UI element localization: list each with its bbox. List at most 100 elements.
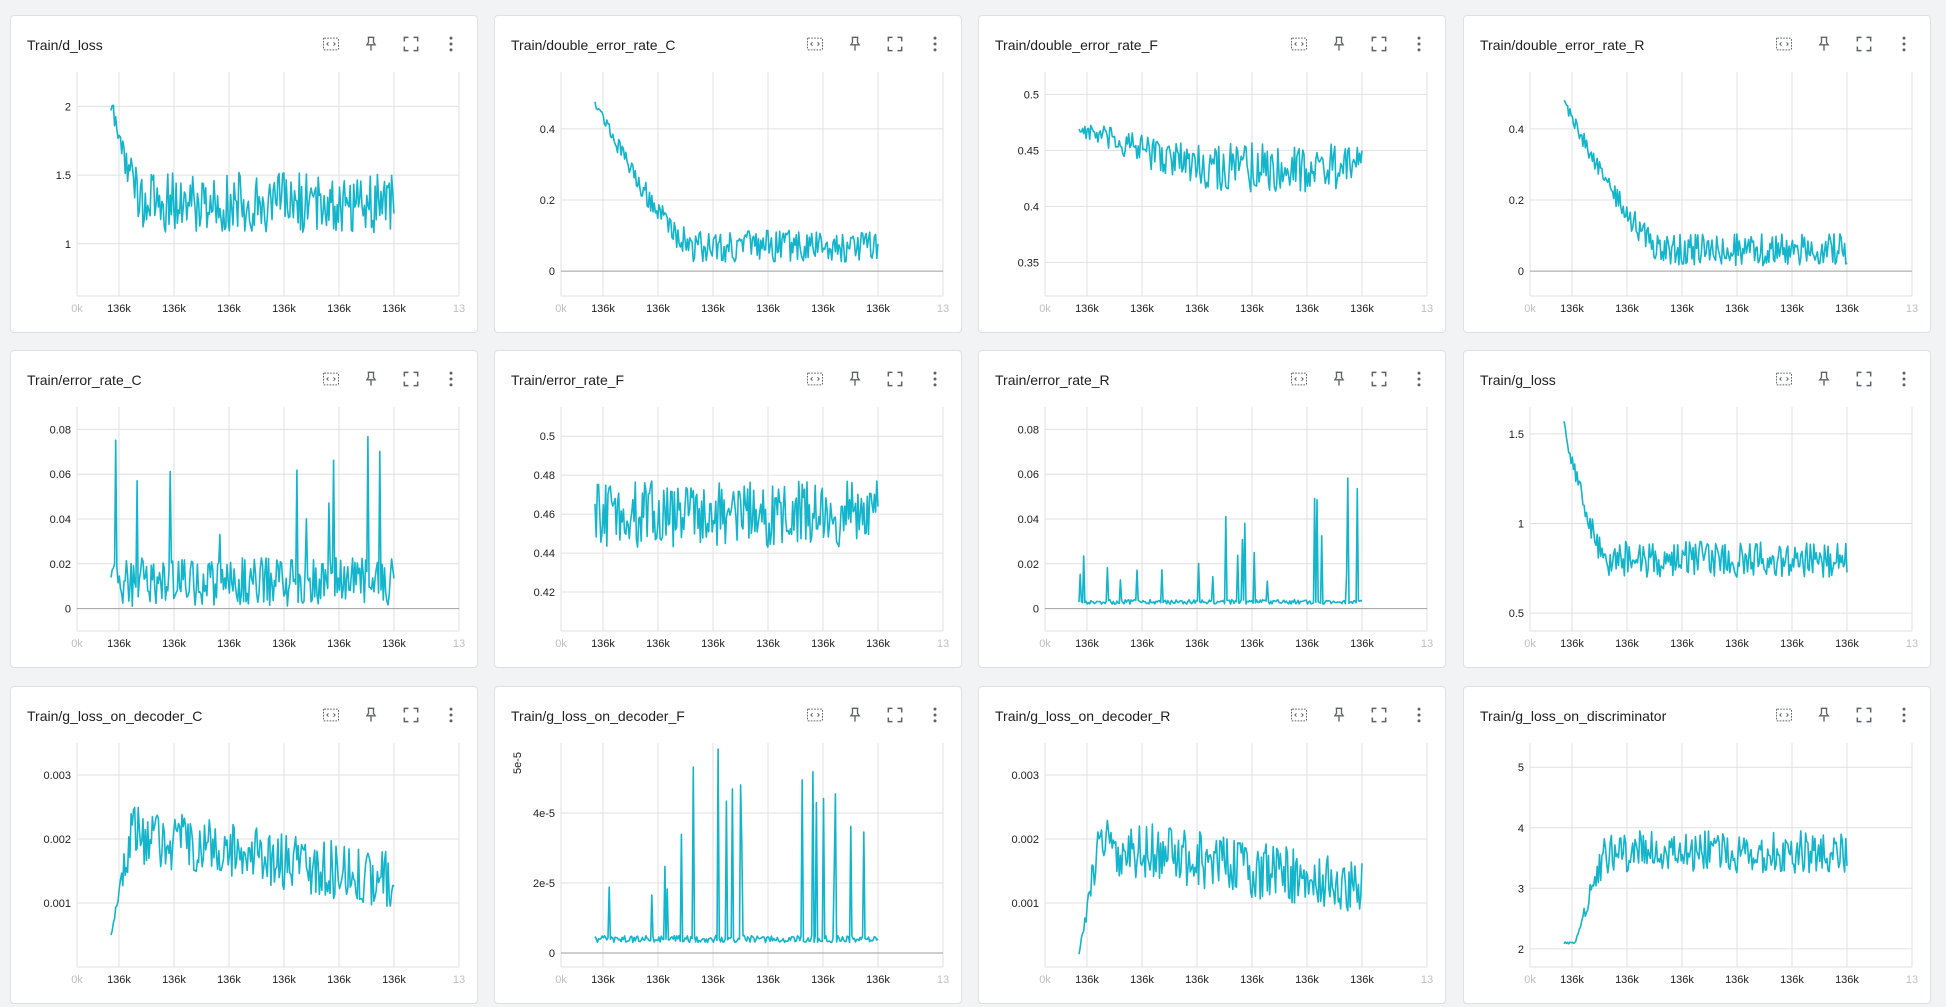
series-line[interactable] [110,104,395,234]
more-vert-button[interactable] [919,701,951,729]
fullscreen-icon [403,36,419,52]
chart-toolbar [799,365,951,393]
pin-button[interactable] [1808,30,1840,58]
fullscreen-button[interactable] [1363,365,1395,393]
chart-plot[interactable]: 0.001 0.002 0.003 0k 136k 136k 136k 136k 136k 136… [979,731,1447,991]
series-line[interactable] [110,435,395,607]
fit-to-data-button[interactable] [799,365,831,393]
fit-to-data-icon [807,37,823,51]
fit-to-data-button[interactable] [1283,701,1315,729]
more-vert-button[interactable] [919,365,951,393]
more-vert-button[interactable] [1403,365,1435,393]
more-vert-button[interactable] [1403,701,1435,729]
fullscreen-icon [1856,371,1872,387]
fit-to-data-button[interactable] [1768,365,1800,393]
pin-button[interactable] [839,365,871,393]
x-edge-label-right: 13 [453,974,465,986]
pin-button[interactable] [1808,365,1840,393]
fit-to-data-button[interactable] [315,365,347,393]
fullscreen-button[interactable] [1848,701,1880,729]
fullscreen-button[interactable] [395,30,427,58]
more-vert-button[interactable] [1888,701,1920,729]
fullscreen-button[interactable] [1363,30,1395,58]
fullscreen-button[interactable] [879,701,911,729]
fit-to-data-icon [807,372,823,386]
series-line[interactable] [1563,830,1848,945]
fit-to-data-button[interactable] [1283,365,1315,393]
pin-button[interactable] [1323,365,1355,393]
pin-button[interactable] [1808,701,1840,729]
pin-button[interactable] [1323,701,1355,729]
pin-button[interactable] [355,365,387,393]
fullscreen-button[interactable] [879,30,911,58]
more-vert-button[interactable] [1888,365,1920,393]
chart-plot[interactable]: 0 0.2 0.4 0k 136k 136k 136k 136k 136k 136k 13 [1464,60,1932,320]
more-vert-button[interactable] [435,30,467,58]
more-vert-button[interactable] [1888,30,1920,58]
series-line[interactable] [1563,421,1848,578]
chart-plot[interactable]: 0.35 0.4 0.45 0.5 0k 136k 136k 136k 136k 136k 136k… [979,60,1447,320]
series-line[interactable] [594,101,879,263]
more-vert-button[interactable] [435,365,467,393]
pin-icon [1333,707,1345,722]
pin-button[interactable] [355,30,387,58]
chart-plot[interactable]: 0.42 0.44 0.46 0.48 0.5 0k 136k 136k 136k 136k 136… [495,395,963,655]
pin-button[interactable] [355,701,387,729]
y-unit-label: 5e-5 [512,752,524,774]
fit-to-data-button[interactable] [1768,701,1800,729]
fullscreen-button[interactable] [395,365,427,393]
series-line[interactable] [110,806,395,936]
fit-to-data-button[interactable] [799,701,831,729]
series-line[interactable] [1078,124,1363,193]
chart-toolbar [1768,701,1920,729]
chart-plot[interactable]: 0 0.02 0.04 0.06 0.08 0k 136k 136k 136k 136k 136k 1… [979,395,1447,655]
more-vert-button[interactable] [435,701,467,729]
fit-to-data-button[interactable] [315,30,347,58]
fit-to-data-button[interactable] [315,701,347,729]
pin-button[interactable] [1323,30,1355,58]
fit-to-data-button[interactable] [799,30,831,58]
chart-plot[interactable]: 0.001 0.002 0.003 0k 136k 136k 136k 136k 136k 136… [11,731,479,991]
chart-plot[interactable]: 1 1.5 2 0k 136k 136k 136k 136k 136k 136k 13 [11,60,479,320]
fit-to-data-button[interactable] [1283,30,1315,58]
chart-plot[interactable]: 0 0.2 0.4 0k 136k 136k 136k 136k 136k 136k 13 [495,60,963,320]
fullscreen-icon [1371,707,1387,723]
y-tick-label: 0.002 [1011,834,1039,846]
fullscreen-button[interactable] [1848,30,1880,58]
x-tick-label: 136k [1185,974,1209,986]
more-vert-icon [933,36,937,52]
x-tick-label: 136k [327,303,351,315]
fit-to-data-icon [1776,372,1792,386]
series-line[interactable] [594,748,879,944]
fullscreen-button[interactable] [395,701,427,729]
fit-to-data-button[interactable] [1768,30,1800,58]
fullscreen-button[interactable] [1363,701,1395,729]
more-vert-icon [1417,371,1421,387]
x-tick-label: 136k [382,303,406,315]
chart-plot[interactable]: 0 0.02 0.04 0.06 0.08 0k 136k 136k 136k 136k 136k 1… [11,395,479,655]
x-tick-label: 136k [701,303,725,315]
chart-toolbar [1283,701,1435,729]
x-edge-label-left: 0k [1039,303,1051,315]
fullscreen-button[interactable] [1848,365,1880,393]
more-vert-button[interactable] [919,30,951,58]
x-tick-label: 136k [866,303,890,315]
chart-title: Train/double_error_rate_C [511,37,676,53]
y-tick-label: 0.04 [1018,514,1039,526]
chart-plot[interactable]: 2 3 4 5 0k 136k 136k 136k 136k 136k 136k 13 [1464,731,1932,991]
series-line[interactable] [1563,99,1848,267]
chart-card: Train/double_error_rate_F 0.35 0.4 0.45 0.5 0… [978,15,1446,333]
fullscreen-button[interactable] [879,365,911,393]
y-tick-label: 1.5 [1509,429,1524,441]
line-chart: 0 0.02 0.04 0.06 0.08 0k 136k 136k 136k 136k 136k 1… [50,407,465,650]
pin-button[interactable] [839,701,871,729]
series-line[interactable] [594,480,879,548]
more-vert-button[interactable] [1403,30,1435,58]
line-chart: 0.35 0.4 0.45 0.5 0k 136k 136k 136k 136k 136k 136k… [1018,72,1433,315]
series-line[interactable] [1078,477,1363,605]
series-line[interactable] [1078,819,1363,955]
chart-plot[interactable]: 0 2e-5 4e-5 5e-5 0k 136k 136k 136k 136k 136k 136k 1… [495,731,963,991]
pin-button[interactable] [839,30,871,58]
chart-plot[interactable]: 0.5 1 1.5 0k 136k 136k 136k 136k 136k 136k 13 [1464,395,1932,655]
x-tick-label: 136k [1075,974,1099,986]
